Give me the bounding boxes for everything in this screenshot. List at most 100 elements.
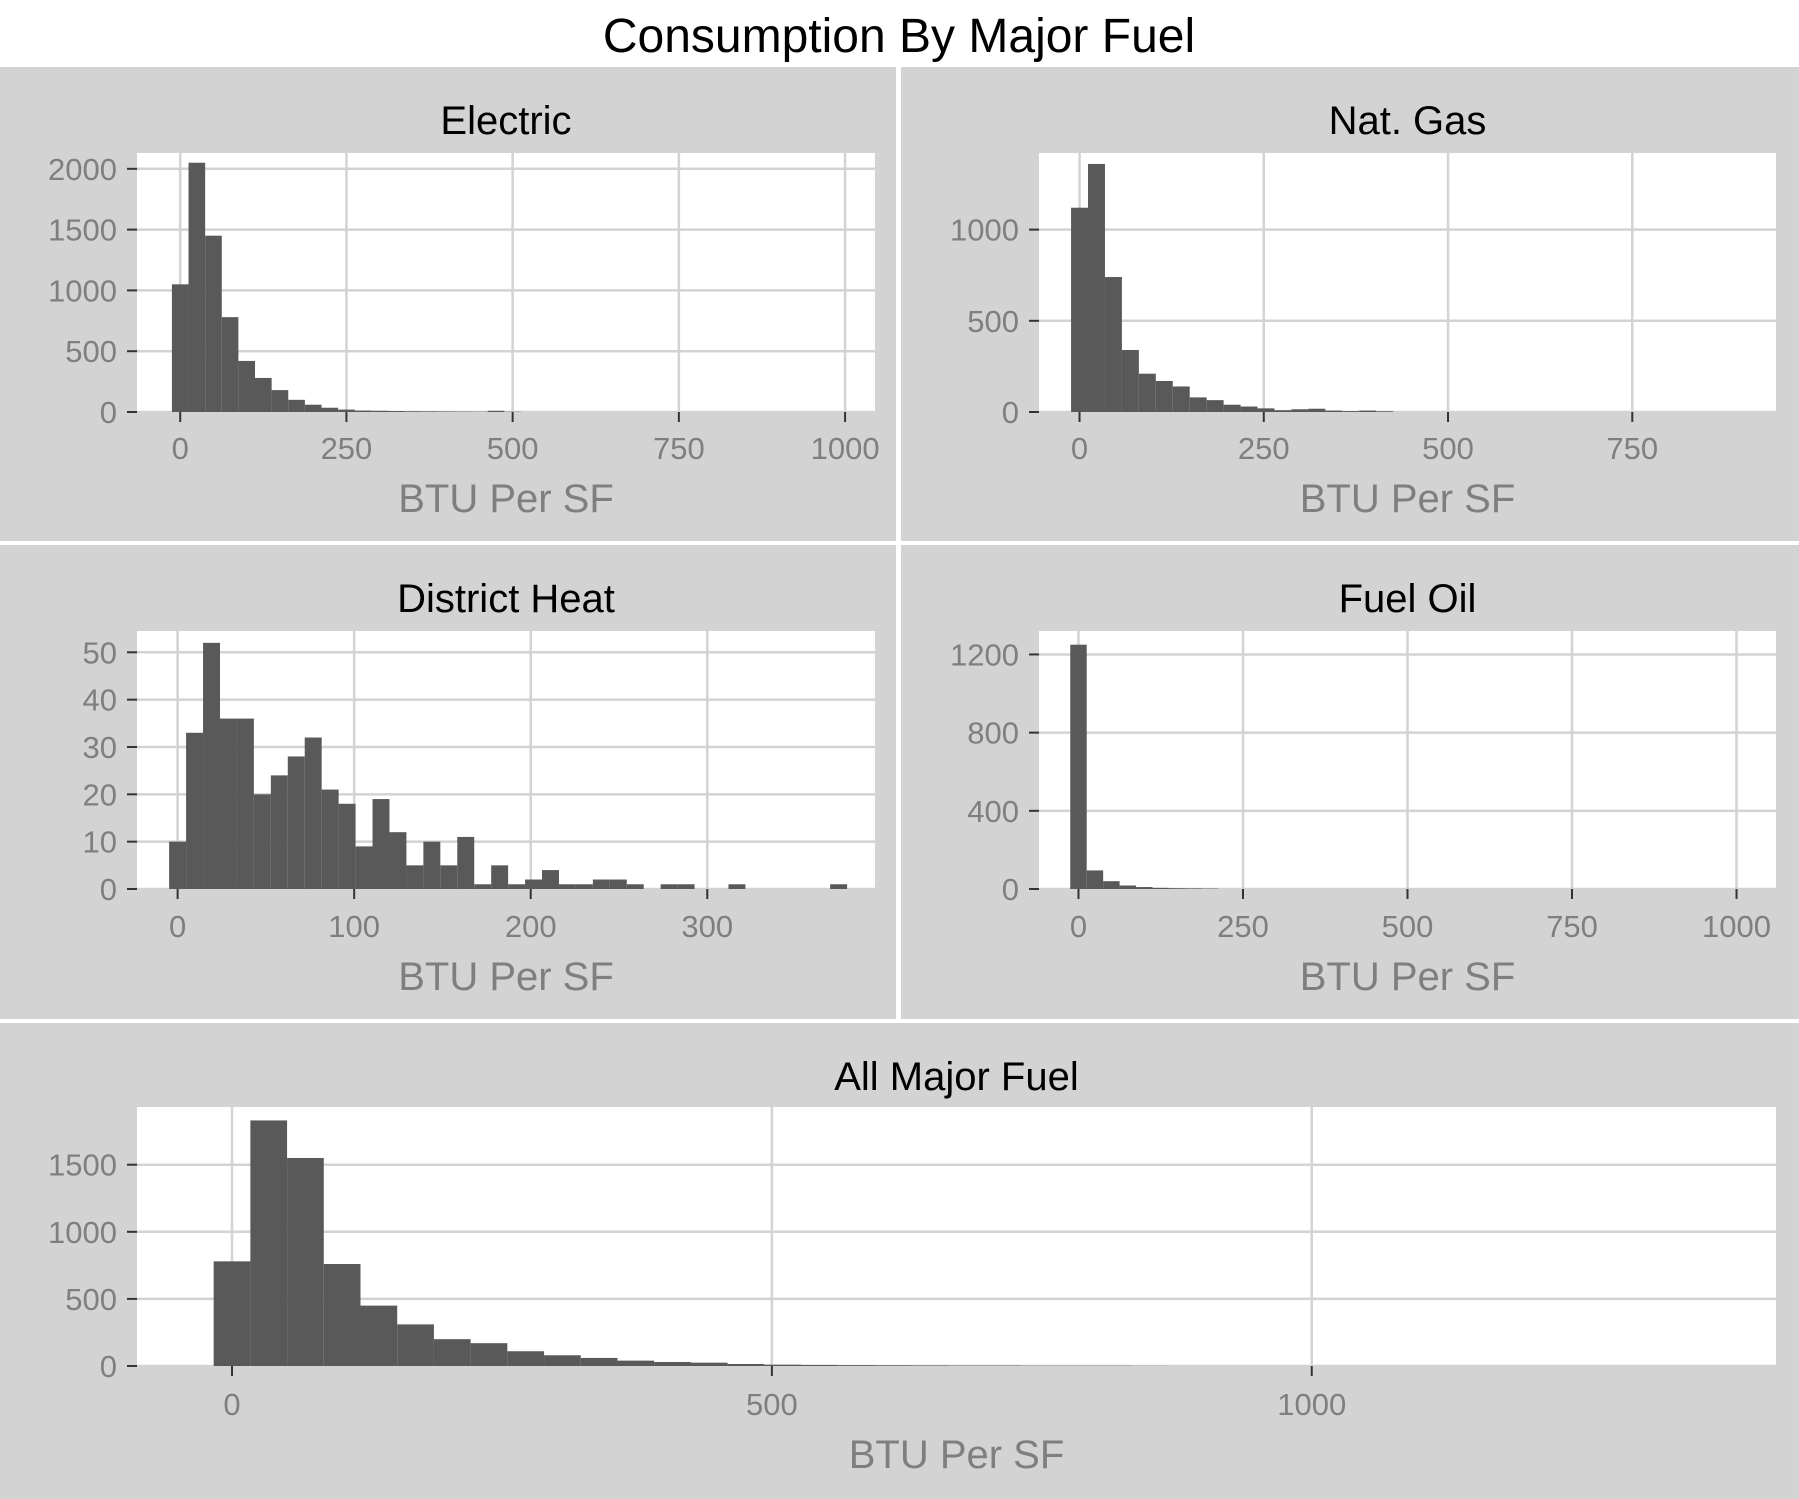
x-tick-label: 0 xyxy=(169,909,186,944)
histogram-bar xyxy=(508,884,526,889)
histogram-bar xyxy=(372,799,390,889)
histogram-bar xyxy=(1257,408,1275,412)
histogram-bar xyxy=(1155,380,1173,412)
y-tick-label: 1000 xyxy=(48,273,117,308)
x-tick-label: 500 xyxy=(487,431,539,466)
x-tick-label: 750 xyxy=(1546,909,1598,944)
panel-nat-gas: Nat. Gas 0 500 1000 0 250 500 750 BTU Per SF xyxy=(901,67,1799,541)
histogram-bar xyxy=(287,756,305,889)
histogram-bar xyxy=(1136,887,1153,889)
panel-title: Fuel Oil xyxy=(1339,577,1477,621)
x-tick-label: 250 xyxy=(1238,431,1290,466)
x-axis-title: BTU Per SF xyxy=(1300,955,1516,999)
histogram-bar xyxy=(255,377,272,412)
histogram-bar xyxy=(487,410,505,412)
histogram-bar xyxy=(728,884,746,889)
histogram-bar xyxy=(1206,400,1224,412)
histogram-bar xyxy=(238,360,256,412)
y-tick-label: 0 xyxy=(100,395,117,430)
histogram-bar xyxy=(338,803,356,889)
histogram-bar xyxy=(507,1351,545,1366)
panel-title: Electric xyxy=(440,99,571,143)
histogram-bar xyxy=(1359,410,1377,412)
y-tick-label: 500 xyxy=(65,334,117,369)
x-tick-label: 1000 xyxy=(811,431,880,466)
y-tick-label: 10 xyxy=(83,825,117,860)
y-tick-label: 1200 xyxy=(950,637,1019,672)
histogram-bar xyxy=(1342,411,1360,412)
histogram-bar xyxy=(764,1364,802,1366)
x-tick-label: 1000 xyxy=(1277,1387,1346,1422)
y-tick-label: 800 xyxy=(967,716,1019,751)
histogram-bar xyxy=(677,884,695,889)
x-tick-label: 0 xyxy=(223,1387,240,1422)
histogram-bar xyxy=(287,1157,324,1366)
histogram-bar xyxy=(253,794,271,889)
histogram-bar xyxy=(406,865,424,889)
x-tick-label: 300 xyxy=(681,909,733,944)
histogram-bar xyxy=(1103,881,1120,889)
histogram-bar xyxy=(236,718,254,889)
histogram-bar xyxy=(1070,644,1087,889)
histogram-bar xyxy=(271,390,289,412)
histogram-bar xyxy=(1274,410,1292,412)
histogram-bar xyxy=(433,1339,471,1366)
histogram-bar xyxy=(1172,386,1190,412)
y-tick-label: 0 xyxy=(100,1349,117,1384)
histogram-bar xyxy=(421,411,438,412)
histogram-bar xyxy=(250,1120,288,1366)
histogram-bar xyxy=(474,884,492,889)
x-tick-label: 100 xyxy=(328,909,380,944)
histogram-bar xyxy=(203,642,220,889)
histogram-bar xyxy=(1189,397,1207,412)
histogram-bar xyxy=(321,789,339,889)
histogram-bar xyxy=(304,737,322,889)
y-tick-label: 40 xyxy=(83,683,117,718)
histogram-bar xyxy=(186,732,204,889)
histogram-bar xyxy=(387,411,405,412)
histogram-bar xyxy=(338,409,355,412)
histogram-bar xyxy=(397,1324,434,1366)
histogram-bar xyxy=(440,865,458,889)
histogram-bar xyxy=(1088,163,1105,412)
histogram-bar xyxy=(491,865,509,889)
histogram-bar xyxy=(609,879,627,889)
histogram-bar xyxy=(213,1261,251,1366)
histogram-bar xyxy=(1121,349,1139,412)
x-tick-label: 250 xyxy=(321,431,373,466)
y-tick-label: 500 xyxy=(967,304,1019,339)
y-tick-label: 0 xyxy=(100,872,117,907)
histogram-bar xyxy=(205,235,222,412)
histogram-bar xyxy=(304,404,322,412)
histogram-bar xyxy=(1185,888,1202,889)
plot-area xyxy=(137,1107,1776,1366)
histogram-bar xyxy=(1240,406,1258,412)
histogram-bar xyxy=(1119,885,1137,889)
panel-fuel-oil: Fuel Oil 0 400 800 1200 0 250 500 750 1000 BTU Per… xyxy=(901,545,1799,1019)
histogram-bar xyxy=(1291,409,1309,412)
y-tick-label: 1500 xyxy=(48,213,117,248)
histogram-bar xyxy=(727,1363,765,1366)
histogram-bar xyxy=(1086,870,1104,889)
y-tick-label: 500 xyxy=(65,1282,117,1317)
histogram-bar xyxy=(1223,404,1241,412)
histogram-bar xyxy=(1325,410,1343,412)
x-tick-label: 0 xyxy=(1070,909,1087,944)
x-axis-title: BTU Per SF xyxy=(398,477,614,521)
x-tick-label: 750 xyxy=(653,431,705,466)
histogram-bar xyxy=(321,407,339,412)
x-tick-label: 500 xyxy=(1422,431,1474,466)
histogram-bar xyxy=(1308,408,1326,412)
histogram-bar xyxy=(558,884,576,889)
histogram-bar xyxy=(801,1364,838,1366)
plot-area xyxy=(137,153,875,412)
histogram-bar xyxy=(360,1305,398,1366)
histogram-bar xyxy=(617,1360,655,1366)
histogram-bar xyxy=(270,775,288,889)
histogram-bar xyxy=(525,879,543,889)
x-axis-title: BTU Per SF xyxy=(1300,477,1516,521)
x-tick-label: 750 xyxy=(1606,431,1658,466)
histogram-bar xyxy=(219,718,237,889)
plot-area xyxy=(1039,153,1776,412)
